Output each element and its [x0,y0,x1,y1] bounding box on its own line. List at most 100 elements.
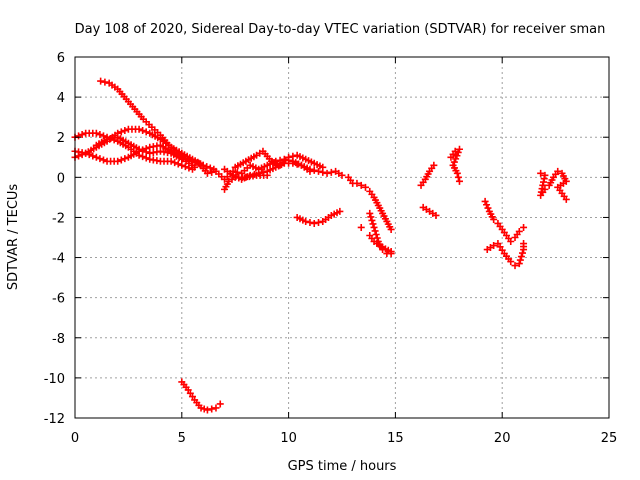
data-points [71,77,570,414]
y-tick-label: -10 [44,372,65,387]
data-point-marker [206,164,214,172]
data-point-marker [315,167,323,175]
data-point-marker [454,173,462,181]
data-point-marker [208,168,216,176]
data-point-marker [178,161,186,169]
data-point-marker [139,127,147,135]
y-tick-label: -4 [52,252,65,267]
data-point-marker [117,156,125,164]
data-point-marker [212,404,220,412]
data-point-marker [562,195,570,203]
data-point-marker [185,164,193,172]
data-point-marker [483,201,491,209]
data-point-marker [338,171,346,179]
data-point-marker [370,223,378,231]
data-point-marker [188,157,196,165]
grid-lines [75,57,609,418]
data-point-marker [357,181,365,189]
data-point-marker [185,156,193,164]
y-tick-label: -2 [52,211,65,226]
data-point-marker [121,127,129,135]
data-point-marker [455,177,463,185]
data-point-marker [99,156,107,164]
data-point-marker [515,260,523,268]
data-point-marker [142,148,150,156]
data-point-marker [208,405,216,413]
data-point-marker [92,129,100,137]
data-point-marker [89,152,97,160]
data-point-marker [99,132,107,140]
x-axis-title: GPS time / hours [288,459,397,474]
data-point-marker [369,220,377,228]
data-point-marker [121,155,129,163]
data-point-marker [361,183,369,191]
data-point-marker [171,159,179,167]
data-point-marker [114,157,122,165]
data-point-marker [75,132,83,140]
data-point-marker [518,249,526,257]
data-point-marker [216,400,224,408]
data-point-marker [387,225,395,233]
data-point-marker [371,227,379,235]
data-point-marker [200,405,208,413]
data-point-marker [310,219,318,227]
data-point-marker [101,78,109,86]
x-tick-label: 5 [178,431,186,446]
data-point-marker [511,262,519,270]
data-point-marker [372,230,380,238]
data-point-marker [507,258,515,266]
y-tick-label: -12 [44,412,65,427]
data-point-marker [537,169,545,177]
data-point-marker [167,157,175,165]
data-point-marker [181,163,189,171]
data-point-marker [490,242,498,250]
chart-title: Day 108 of 2020, Sidereal Day-to-day VTE… [75,22,606,37]
data-point-marker [507,238,515,246]
y-tick-label: -8 [52,332,65,347]
data-point-marker [188,165,196,173]
data-point-marker [323,169,331,177]
y-tick-label: 4 [57,91,65,106]
data-point-marker [357,223,365,231]
data-point-marker [78,131,86,139]
data-point-marker [135,125,143,133]
x-tick-label: 10 [280,431,297,446]
data-point-marker [203,163,211,171]
data-point-marker [142,154,150,162]
data-point-marker [85,151,93,159]
y-tick-label: -6 [52,292,65,307]
data-point-marker [387,248,395,256]
x-tick-label: 25 [601,431,618,446]
data-point-marker [315,218,323,226]
data-point-marker [96,155,104,163]
data-point-marker [515,227,523,235]
data-point-marker [203,406,211,414]
data-point-marker [541,185,549,193]
data-point-marker [135,145,143,153]
data-point-marker [353,179,361,187]
data-point-marker [432,211,440,219]
data-point-marker [453,152,461,160]
plot-frame [74,56,610,419]
data-point-marker [516,256,524,264]
data-point-marker [450,158,458,166]
data-point-marker [289,152,297,160]
data-point-marker [368,216,376,224]
y-axis-title: SDTVAR / TECUs [6,184,21,291]
data-point-marker [96,131,104,139]
y-tick-label: 2 [57,131,65,146]
data-point-marker [233,168,241,176]
data-point-marker [203,169,211,177]
data-point-marker [285,153,293,161]
data-point-marker [293,160,301,168]
x-tick-label: 15 [387,431,404,446]
data-point-marker [452,155,460,163]
data-point-marker [520,223,528,231]
data-point-marker [92,153,100,161]
data-point-marker [430,161,438,169]
data-point-marker [142,128,150,136]
data-point-marker [82,149,90,157]
data-point-marker [306,218,314,226]
data-point-marker [520,240,528,248]
